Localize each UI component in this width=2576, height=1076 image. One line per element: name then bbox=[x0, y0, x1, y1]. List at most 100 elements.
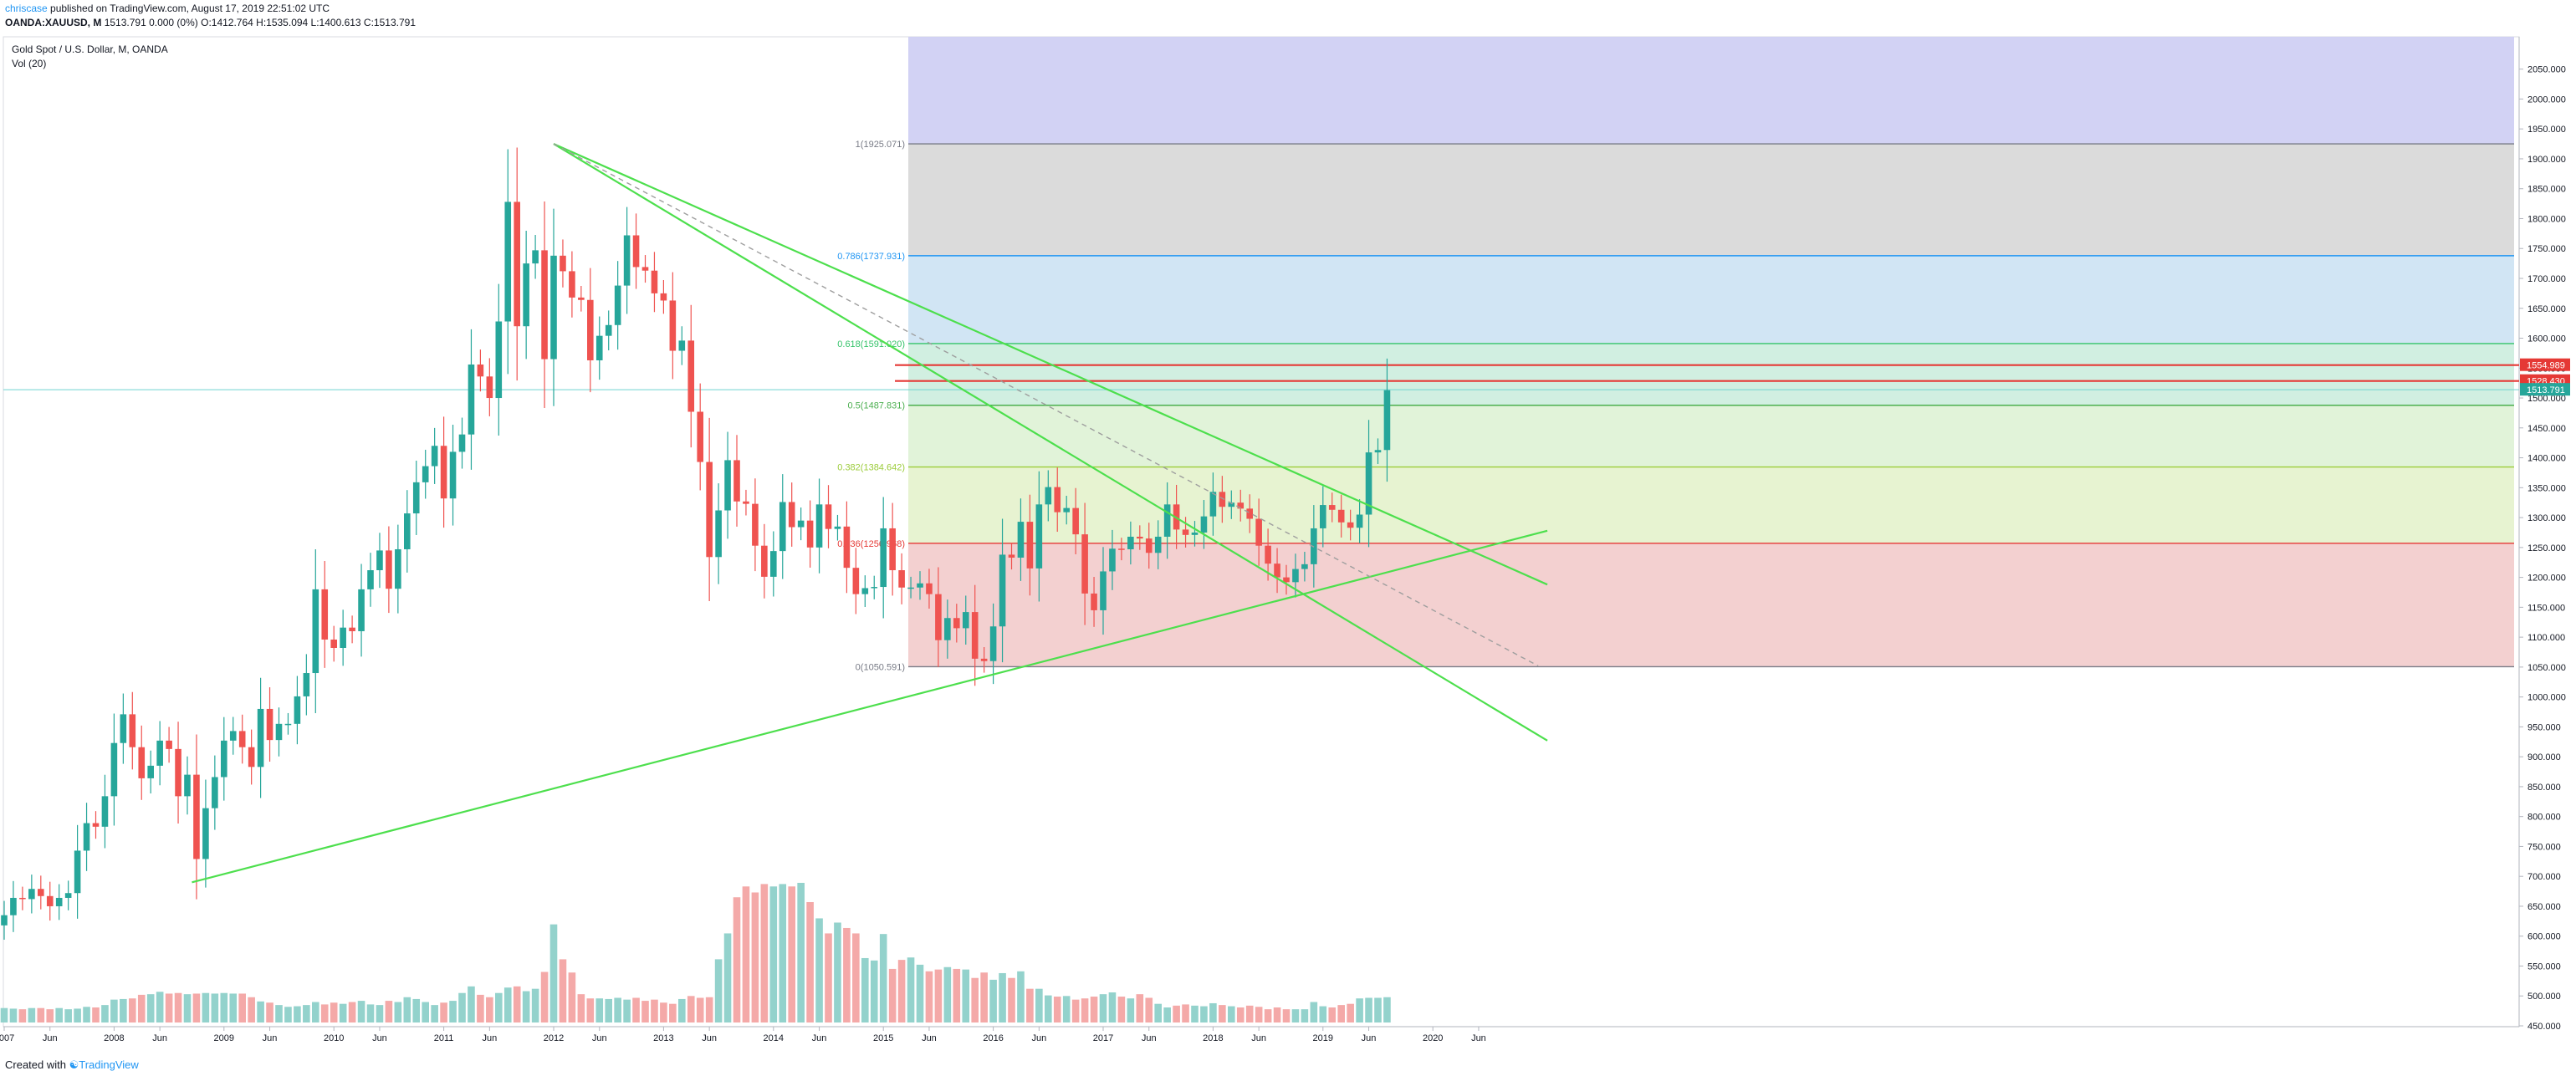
price-tick-label: 1400.000 bbox=[2527, 454, 2566, 464]
candle-body bbox=[1246, 508, 1253, 519]
candle-body bbox=[1118, 548, 1125, 550]
volume-bar bbox=[202, 992, 210, 1022]
volume-bar bbox=[651, 999, 658, 1022]
candle-body bbox=[743, 501, 749, 504]
tradingview-logo-icon[interactable]: ☯ bbox=[69, 1058, 79, 1071]
candle-body bbox=[229, 731, 237, 741]
candle-body bbox=[28, 889, 35, 900]
volume-bar bbox=[1383, 997, 1391, 1022]
volume-bar bbox=[1236, 1007, 1245, 1022]
candle-body bbox=[330, 639, 337, 648]
candle-body bbox=[1163, 504, 1171, 537]
volume-bar bbox=[861, 957, 869, 1022]
time-tick-label: 2020 bbox=[1423, 1033, 1443, 1043]
candle-body bbox=[926, 583, 933, 594]
candle-body bbox=[349, 627, 355, 631]
time-tick-label: 2016 bbox=[983, 1033, 1003, 1043]
published-text: published on TradingView.com, August 17,… bbox=[50, 3, 330, 14]
volume-bar bbox=[101, 1005, 109, 1022]
candle-body bbox=[999, 554, 1006, 627]
volume-bars bbox=[0, 882, 1391, 1022]
volume-bar bbox=[211, 993, 219, 1022]
candle-body bbox=[852, 568, 860, 594]
candle-body bbox=[825, 504, 832, 529]
candle-body bbox=[1026, 522, 1034, 569]
volume-bar bbox=[843, 927, 851, 1022]
volume-bar bbox=[568, 972, 576, 1022]
candle-body bbox=[1283, 577, 1290, 583]
candle-body bbox=[706, 462, 713, 558]
candle-body bbox=[1200, 516, 1208, 533]
candle-body bbox=[1374, 450, 1382, 453]
volume-bar bbox=[549, 924, 558, 1022]
volume-bar bbox=[257, 1001, 264, 1022]
candle-body bbox=[550, 255, 557, 360]
candle-body bbox=[358, 589, 365, 631]
candle-body bbox=[687, 340, 695, 412]
candle-body bbox=[779, 502, 786, 552]
publish-line: chriscase published on TradingView.com, … bbox=[5, 3, 330, 14]
candle-body bbox=[1347, 522, 1354, 528]
volume-bar bbox=[1062, 996, 1071, 1022]
candle-body bbox=[422, 466, 429, 482]
candle-body bbox=[477, 364, 484, 377]
candle-body bbox=[440, 446, 447, 499]
fib-level-label: 0.618(1591.020) bbox=[837, 339, 905, 349]
time-tick-label: 2010 bbox=[324, 1033, 344, 1043]
volume-bar bbox=[348, 1002, 356, 1022]
price-tick-label: 1650.000 bbox=[2527, 304, 2566, 314]
volume-bar bbox=[146, 994, 155, 1022]
author-link[interactable]: chriscase bbox=[5, 3, 48, 14]
price-tick-label: 850.000 bbox=[2527, 783, 2561, 793]
fib-extension-zone bbox=[908, 37, 2514, 145]
volume-bar bbox=[9, 1008, 18, 1022]
candle-body bbox=[797, 520, 805, 528]
candle-body bbox=[806, 520, 814, 548]
volume-bar bbox=[192, 993, 201, 1022]
candle-body bbox=[1154, 536, 1162, 553]
volume-bar bbox=[110, 999, 118, 1022]
candle-body bbox=[147, 765, 154, 778]
time-tick-label: Jun bbox=[1031, 1033, 1046, 1043]
candle-body bbox=[1274, 563, 1280, 578]
time-tick-label: 2011 bbox=[434, 1033, 454, 1043]
time-tick-label: 2017 bbox=[1093, 1033, 1113, 1043]
candle-body bbox=[212, 777, 218, 808]
candle-body bbox=[752, 503, 759, 546]
time-tick-label: Jun bbox=[43, 1033, 58, 1043]
volume-bar bbox=[788, 886, 795, 1022]
volume-bar bbox=[1200, 1006, 1208, 1022]
volume-bar bbox=[953, 968, 961, 1022]
candle-body bbox=[587, 299, 594, 360]
candle-body bbox=[614, 285, 621, 325]
candle-body bbox=[221, 740, 227, 778]
candle-body bbox=[101, 796, 109, 827]
candle-body bbox=[1228, 502, 1235, 507]
volume-bar bbox=[412, 998, 421, 1022]
price-tick-label: 750.000 bbox=[2527, 842, 2561, 852]
candle-body bbox=[367, 570, 374, 589]
volume-bar bbox=[989, 979, 997, 1022]
time-tick-label: Jun bbox=[1471, 1033, 1486, 1043]
time-tick-label: 2007 bbox=[0, 1033, 14, 1043]
candle-body bbox=[641, 267, 649, 271]
candle-body bbox=[632, 235, 640, 268]
candle-body bbox=[569, 271, 575, 298]
volume-bar bbox=[614, 997, 621, 1022]
volume-bar bbox=[37, 1007, 45, 1022]
candle-body bbox=[38, 889, 44, 896]
candle-body bbox=[395, 548, 401, 589]
volume-bar bbox=[120, 998, 127, 1022]
tradingview-brand[interactable]: TradingView bbox=[79, 1058, 139, 1071]
candle-body bbox=[623, 235, 631, 286]
price-tick-label: 550.000 bbox=[2527, 961, 2561, 971]
time-tick-label: Jun bbox=[592, 1033, 607, 1043]
candle-body bbox=[431, 446, 438, 467]
volume-bar bbox=[1090, 997, 1098, 1022]
candle-body bbox=[1054, 487, 1061, 513]
volume-bar bbox=[806, 902, 814, 1022]
volume-bar bbox=[303, 1005, 310, 1022]
candle-body bbox=[74, 850, 81, 894]
volume-bar bbox=[513, 986, 521, 1022]
